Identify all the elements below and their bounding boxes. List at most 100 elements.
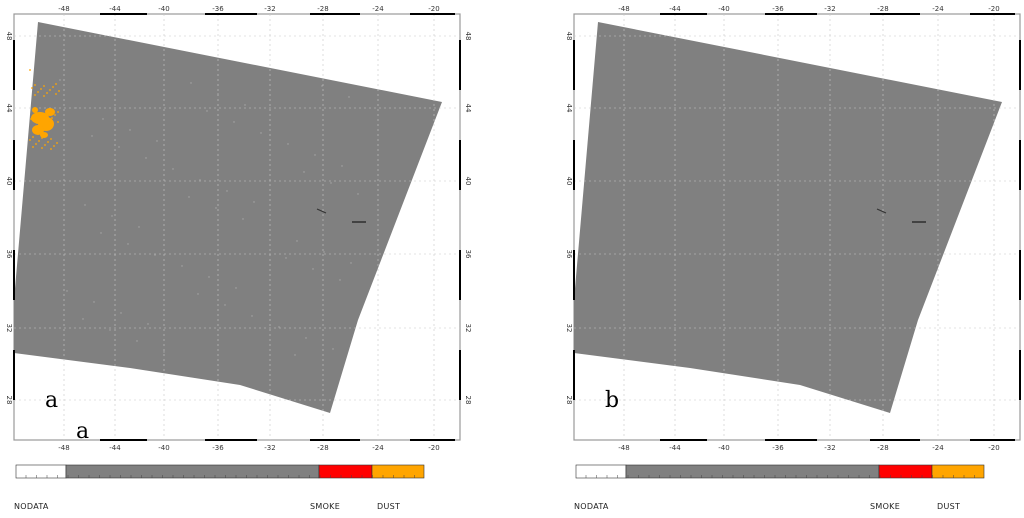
lat-tick-label-right: 36 — [464, 250, 472, 259]
dust-speck — [36, 122, 38, 124]
ticks-b: -48 -48 -44 -44 -40 -40 -36 -36 -32 -32 -28 -28 -24 -… — [565, 5, 1021, 452]
lat-tick-label-left: 44 — [565, 104, 573, 113]
lon-tick-label-bottom: -44 — [669, 444, 681, 452]
lat-tick-label-left: 32 — [5, 324, 13, 333]
lon-tick-label-bottom: -28 — [877, 444, 888, 452]
lon-tick-label-bottom: -40 — [158, 444, 169, 452]
dust-speck — [34, 84, 36, 86]
dust-speck — [51, 117, 53, 119]
swath-b — [574, 22, 1002, 413]
dust-speck — [30, 118, 32, 120]
dust-speck — [34, 94, 36, 96]
map-panel-b: -48 -48 -44 -44 -40 -40 -36 -36 -32 -32 -28 -28 -24 -… — [560, 0, 1024, 518]
dust-speck — [39, 119, 41, 121]
dust-speck — [32, 136, 34, 138]
scattered-pixel — [287, 143, 289, 145]
dust-blob — [40, 132, 48, 138]
lat-tick-label-left: 40 — [565, 177, 573, 186]
dust-speck — [50, 148, 52, 150]
lon-tick-label-top: -36 — [772, 5, 784, 13]
scattered-pixel — [330, 182, 332, 184]
scattered-pixel — [269, 229, 271, 231]
lon-tick-label-top: -32 — [824, 5, 835, 13]
legend-swatch-smoke — [318, 464, 373, 479]
scattered-pixel — [188, 196, 190, 198]
lon-tick-label-top: -48 — [58, 5, 69, 13]
lon-tick-label-top: -32 — [264, 5, 275, 13]
map-svg-a: -48 -48 -44 -44 -40 -40 -36 -36 -32 -32 -28 -28 -24 -… — [5, 5, 472, 511]
scattered-pixel — [118, 146, 120, 148]
lon-tick-label-top: -40 — [718, 5, 729, 13]
scattered-pixel — [244, 104, 246, 106]
dust-speck — [35, 143, 37, 145]
scattered-pixel — [215, 207, 217, 209]
scattered-pixel — [199, 179, 201, 181]
scattered-pixel — [226, 190, 228, 192]
lon-tick-label-top: -40 — [158, 5, 169, 13]
scattered-pixel — [190, 82, 192, 84]
lon-tick-label-bottom: -40 — [718, 444, 729, 452]
scattered-pixel — [242, 218, 244, 220]
panel-letter-a: a — [45, 388, 58, 413]
scattered-pixel — [348, 96, 350, 98]
legend-label-dust: DUST — [377, 502, 400, 511]
legend-bar-b — [575, 464, 985, 479]
dust-speck — [55, 83, 57, 85]
scattered-pixel — [109, 329, 111, 331]
lon-tick-label-bottom: -20 — [988, 444, 999, 452]
scattered-pixel — [66, 290, 68, 292]
dust-speck — [37, 91, 39, 93]
lat-tick-label-right: 44 — [464, 104, 472, 113]
scattered-pixel — [341, 165, 343, 167]
lat-tick-label-left: 48 — [5, 32, 13, 41]
scattered-pixel — [350, 262, 352, 264]
dust-blob — [32, 107, 38, 113]
scattered-pixel — [84, 204, 86, 206]
scattered-pixel — [129, 129, 131, 131]
lon-tick-label-top: -20 — [988, 5, 999, 13]
lon-tick-label-bottom: -44 — [109, 444, 121, 452]
scattered-pixel — [217, 93, 219, 95]
dust-speck — [57, 121, 59, 123]
dust-speck — [42, 116, 44, 118]
lat-tick-label-left: 44 — [5, 104, 13, 113]
lon-tick-label-bottom: -28 — [317, 444, 328, 452]
dust-speck — [48, 110, 50, 112]
dust-speck — [44, 144, 46, 146]
scattered-pixel — [120, 312, 122, 314]
dust-speck — [33, 115, 35, 117]
scattered-pixel — [102, 118, 104, 120]
legend-label-smoke: SMOKE — [870, 502, 900, 511]
dust-speck — [41, 147, 43, 149]
lat-tick-label-left: 36 — [565, 250, 573, 259]
scattered-pixel — [138, 226, 140, 228]
swath-a — [14, 22, 442, 413]
dust-speck — [31, 87, 33, 89]
lat-tick-label-left: 36 — [5, 250, 13, 259]
dust-plume-a — [29, 69, 359, 356]
map-panel-a: -48 -48 -44 -44 -40 -40 -36 -36 -32 -32 -28 -28 -24 -… — [0, 0, 500, 518]
lon-tick-label-top: -24 — [372, 5, 384, 13]
scattered-pixel — [253, 201, 255, 203]
legend-swatch-clear — [625, 464, 880, 479]
lon-tick-label-top: -28 — [877, 5, 888, 13]
scattered-pixel — [294, 354, 296, 356]
legend-swatch-nodata — [575, 464, 627, 479]
dust-speck — [48, 120, 50, 122]
dust-speck — [54, 114, 56, 116]
dust-blob — [32, 125, 44, 135]
legend-swatch-clear — [65, 464, 320, 479]
island-mark — [876, 208, 887, 214]
legend-label-nodata: NODATA — [14, 502, 49, 511]
lat-tick-label-left: 28 — [565, 396, 573, 405]
legend-label-nodata: NODATA — [574, 502, 609, 511]
scattered-pixel — [206, 110, 208, 112]
scattered-pixel — [278, 326, 280, 328]
legend-swatch-nodata — [15, 464, 67, 479]
panel-letter-b: b — [605, 388, 619, 413]
lat-tick-label-left: 40 — [5, 177, 13, 186]
dust-speck — [36, 112, 38, 114]
scattered-pixel — [59, 79, 61, 81]
scattered-pixel — [235, 287, 237, 289]
scattered-pixel — [323, 251, 325, 253]
